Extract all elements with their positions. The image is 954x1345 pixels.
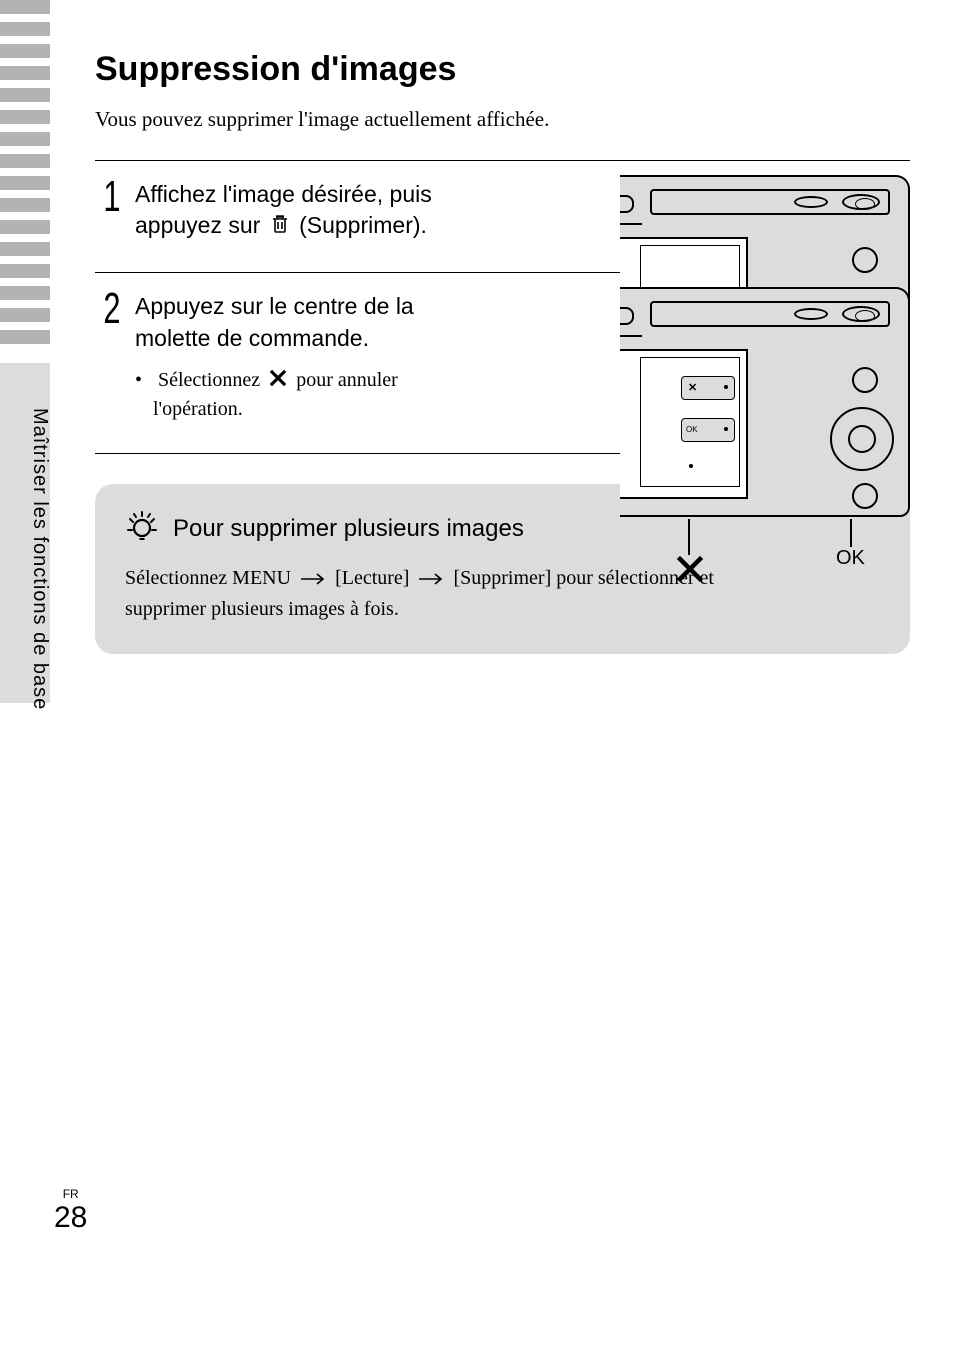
camera-illustration-2: ✕ OK: [620, 287, 910, 597]
content-area: Suppression d'images Vous pouvez supprim…: [95, 50, 910, 654]
step-1-number: 1: [100, 175, 124, 219]
page-number: FR 28: [54, 1187, 87, 1235]
x-icon: [269, 367, 287, 395]
ok-screen-label: OK: [686, 425, 698, 434]
step-2-subtext: • Sélectionnez pour annuler l'opération.: [135, 366, 495, 423]
step-1: 1 Affichez l'image désirée, puis appuyez…: [95, 161, 910, 272]
tip-title: Pour supprimer plusieurs images: [173, 515, 524, 543]
intro-text: Vous pouvez supprimer l'image actuelleme…: [95, 107, 910, 132]
margin-ticks: [0, 0, 50, 352]
page: Maîtriser les fonctions de base Suppress…: [0, 0, 954, 1345]
step-2-text: Appuyez sur le centre de la molette de c…: [135, 291, 515, 353]
x-icon: [676, 555, 704, 588]
ok-label: OK: [836, 547, 865, 570]
step-2: 2 Appuyez sur le centre de la molette de…: [95, 273, 910, 453]
page-title: Suppression d'images: [95, 50, 910, 89]
step-2-number: 2: [100, 287, 124, 331]
step-1-text: Affichez l'image désirée, puis appuyez s…: [135, 179, 515, 242]
trash-icon: [271, 211, 289, 242]
tip-lightbulb-icon: [125, 510, 159, 549]
arrow-right-icon: [418, 564, 444, 594]
arrow-right-icon: [300, 564, 326, 594]
side-section-label: Maîtriser les fonctions de base: [28, 408, 51, 710]
